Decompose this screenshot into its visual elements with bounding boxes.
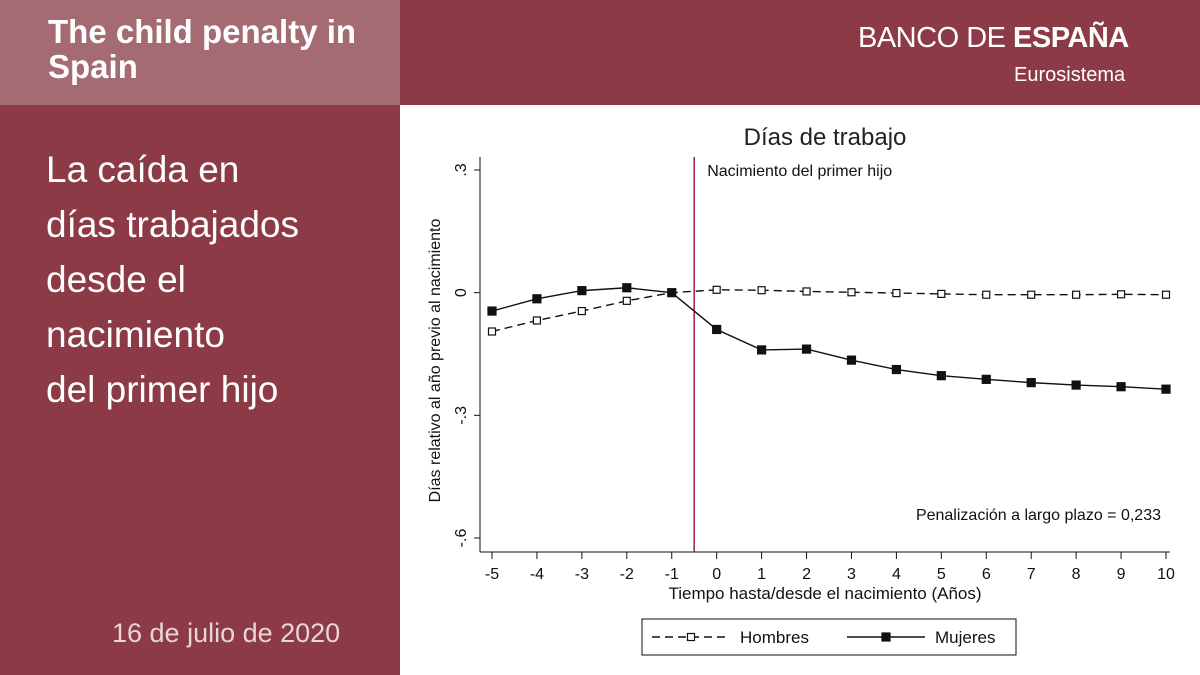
data-point-mujeres — [846, 355, 857, 365]
data-point-mujeres — [801, 344, 812, 354]
x-tick-label: 2 — [802, 566, 811, 583]
data-point-hombres — [757, 286, 766, 295]
x-tick-label: 1 — [757, 566, 766, 583]
x-tick-label: 0 — [712, 566, 721, 583]
logo-word-banco: BANCO — [858, 22, 967, 54]
chart-area: Días de trabajo .3 0 -.3 -.6 -5 -4 -3 -2 -1 0 1 2 3 4 5… — [400, 105, 1200, 675]
sidebar-panel — [0, 105, 400, 675]
data-point-hombres — [487, 327, 497, 336]
y-tick-label: -.6 — [453, 529, 470, 548]
x-tick-label: 10 — [1157, 566, 1175, 583]
x-tick-label: 8 — [1072, 566, 1081, 583]
logo-word-de: DE — [966, 22, 1014, 54]
data-point-hombres — [802, 287, 811, 296]
x-tick-label: 4 — [892, 566, 901, 583]
data-point-hombres — [712, 285, 721, 294]
x-tick-label: -3 — [575, 566, 589, 583]
x-axis-label: Tiempo hasta/desde el nacimiento (Años) — [668, 584, 981, 603]
data-point-mujeres — [1161, 384, 1171, 394]
x-tick-label: 9 — [1117, 566, 1126, 583]
data-point-mujeres — [622, 283, 632, 293]
logo-word-espana: ESPAÑA — [1013, 22, 1129, 54]
data-point-mujeres — [487, 306, 497, 316]
data-point-mujeres — [577, 286, 587, 296]
x-tick-label: -1 — [665, 566, 679, 583]
y-tick-label: -.3 — [453, 406, 470, 425]
data-point-hombres — [847, 288, 856, 297]
data-point-mujeres — [891, 364, 901, 375]
data-point-mujeres — [1116, 382, 1126, 392]
birth-event-label: Nacimiento del primer hijo — [707, 163, 892, 180]
presentation-title: The child penalty in Spain — [48, 13, 357, 85]
legend-label-hombres: Hombres — [740, 628, 809, 647]
logo-subtitle: Eurosistema — [1014, 64, 1126, 86]
data-point-mujeres — [981, 374, 991, 384]
y-tick-label: 0 — [453, 288, 470, 297]
x-tick-label: 5 — [937, 566, 946, 583]
data-point-hombres — [892, 288, 901, 298]
line-chart: Días de trabajo .3 0 -.3 -.6 -5 -4 -3 -2 -1 0 1 2 3 4 5… — [427, 124, 1175, 656]
y-axis-label: Días relativo al año previo al nacimient… — [427, 219, 444, 503]
data-point-hombres — [982, 290, 991, 299]
data-point-mujeres — [1071, 380, 1081, 390]
legend-marker-mujeres — [881, 632, 891, 642]
data-point-hombres — [1072, 290, 1081, 299]
x-tick-label: 6 — [982, 566, 991, 583]
x-tick-label: -5 — [485, 566, 499, 583]
data-point-hombres — [1027, 290, 1036, 299]
x-tick-label: 3 — [847, 566, 856, 583]
data-point-mujeres — [757, 345, 767, 355]
x-tick-label: -4 — [530, 566, 544, 583]
y-tick-label: .3 — [453, 163, 470, 176]
legend-marker-hombres — [686, 632, 696, 642]
title-box: The child penalty in Spain — [0, 0, 400, 105]
data-point-mujeres — [1026, 378, 1036, 388]
data-point-hombres — [1116, 290, 1126, 299]
x-tick-label: -2 — [620, 566, 634, 583]
legend-label-mujeres: Mujeres — [935, 628, 995, 647]
slide-heading: La caída en días trabajados desde el nac… — [46, 149, 300, 410]
x-tick-label: 7 — [1027, 566, 1036, 583]
slide-date: 16 de julio de 2020 — [112, 618, 341, 648]
data-point-hombres — [622, 296, 631, 305]
penalty-annotation: Penalización a largo plazo = 0,233 — [916, 507, 1161, 524]
chart-title: Días de trabajo — [744, 124, 907, 151]
bank-logo: BANCO DE ESPAÑA — [858, 22, 1129, 55]
data-point-hombres — [532, 316, 542, 325]
data-point-mujeres — [936, 371, 946, 381]
data-point-mujeres — [667, 288, 677, 298]
data-point-hombres — [1161, 290, 1171, 299]
data-point-hombres — [577, 306, 586, 316]
data-point-mujeres — [712, 324, 722, 335]
series-line-mujeres — [491, 287, 1167, 390]
series-line-hombres — [491, 289, 1167, 333]
data-point-mujeres — [532, 294, 542, 304]
data-point-hombres — [937, 289, 946, 298]
